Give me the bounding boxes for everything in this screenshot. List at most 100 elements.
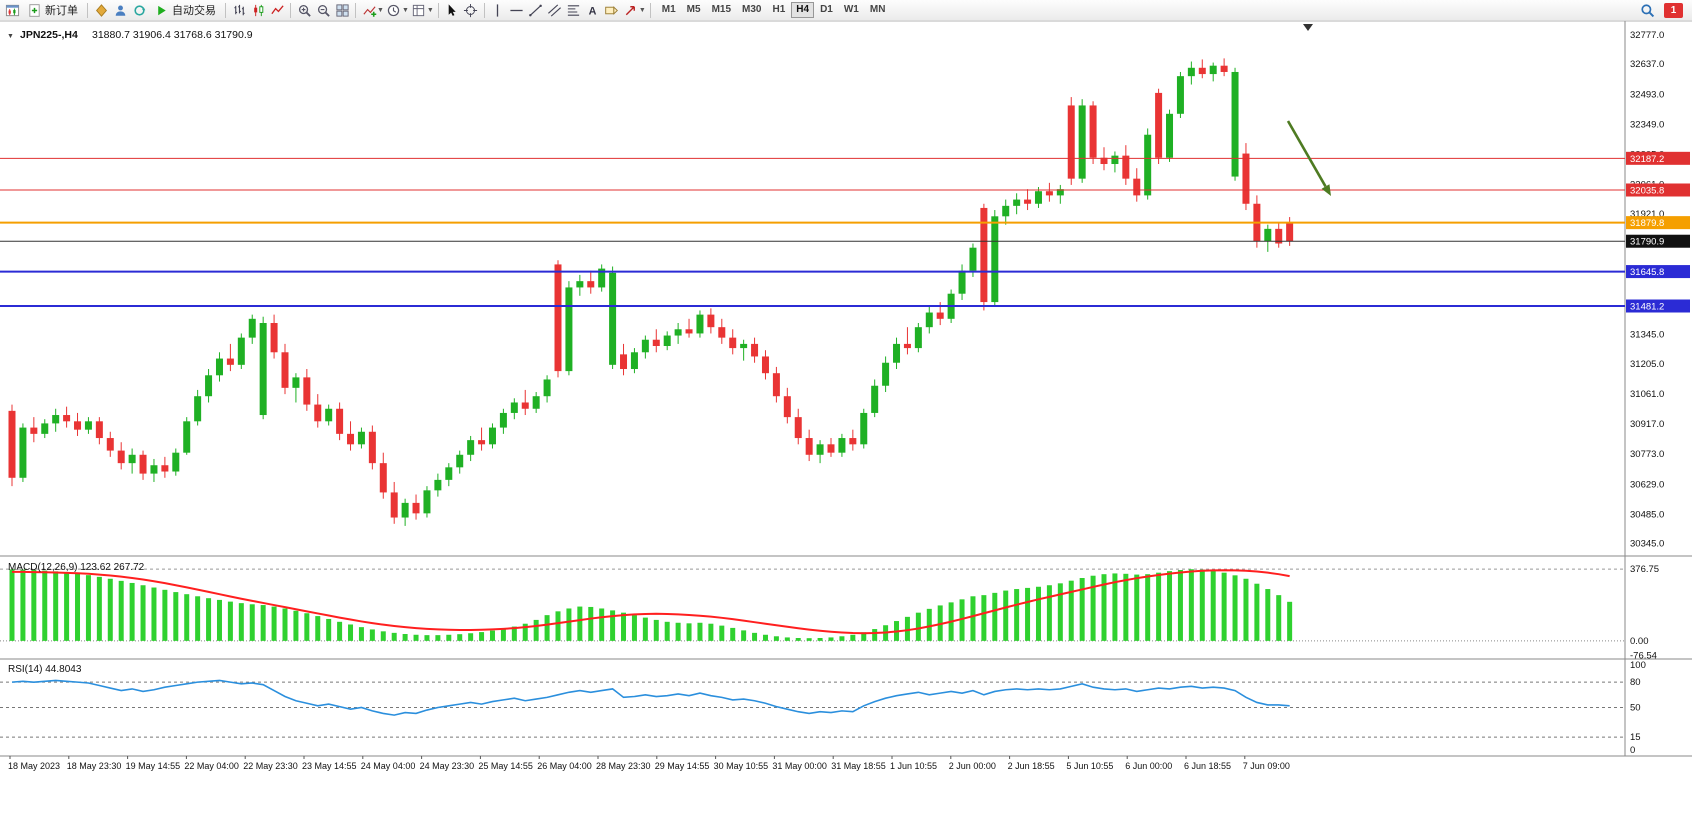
candle [576, 281, 584, 288]
line-chart-icon[interactable] [268, 1, 286, 19]
macd-histogram-bar [992, 592, 998, 641]
text-label-tool-icon[interactable] [603, 1, 621, 19]
rsi-tick-label: 15 [1630, 732, 1641, 743]
macd-histogram-bar [621, 612, 627, 641]
indicators-icon[interactable] [360, 1, 378, 19]
macd-histogram-bar [282, 608, 288, 641]
tile-windows-icon[interactable] [333, 1, 351, 19]
macd-histogram-bar [533, 619, 539, 641]
algo-trading-button[interactable]: 自动交易 [149, 1, 221, 19]
time-axis-label: 30 May 10:55 [714, 761, 769, 771]
chart-shift-marker[interactable] [1303, 24, 1313, 31]
trendline-tool-icon[interactable] [527, 1, 545, 19]
notification-badge[interactable]: 1 [1664, 2, 1683, 18]
algo-trading-label: 自动交易 [172, 5, 216, 17]
candle [259, 322, 267, 416]
periods-icon[interactable] [385, 1, 403, 19]
text-tool-icon[interactable]: A [584, 1, 602, 19]
timeframe-button-m1[interactable]: M1 [657, 2, 681, 18]
zoom-in-icon[interactable] [295, 1, 313, 19]
price-tick-label: 32493.0 [1630, 89, 1664, 100]
candle [674, 329, 682, 336]
macd-histogram-bar [446, 634, 452, 641]
chevron-down-icon[interactable]: ▼ [638, 6, 646, 14]
chart-background [0, 20, 1692, 838]
macd-histogram-bar [1210, 570, 1216, 641]
macd-histogram-bar [1287, 601, 1293, 641]
macd-histogram-bar [479, 632, 485, 641]
chevron-down-icon[interactable]: ▼ [426, 6, 434, 14]
favorites-icon[interactable] [92, 1, 110, 19]
horizontal-line-tool-icon[interactable] [508, 1, 526, 19]
macd-histogram-bar [1014, 589, 1020, 641]
candle [871, 385, 879, 413]
templates-icon[interactable] [410, 1, 428, 19]
bar-chart-icon[interactable] [230, 1, 248, 19]
crosshair-icon[interactable] [462, 1, 480, 19]
candle [620, 354, 628, 370]
macd-histogram-bar [184, 594, 190, 641]
arrows-tool-icon[interactable] [622, 1, 640, 19]
macd-histogram-bar [96, 576, 102, 641]
fibonacci-tool-icon[interactable] [565, 1, 583, 19]
candlestick-chart-icon[interactable] [249, 1, 267, 19]
candle [609, 272, 617, 365]
chevron-down-icon[interactable]: ▼ [377, 6, 384, 14]
macd-histogram-bar [861, 632, 867, 641]
zoom-out-icon[interactable] [314, 1, 332, 19]
candle [292, 377, 300, 388]
chart-window[interactable]: 32777.032637.032493.032349.032205.032061… [0, 20, 1692, 838]
arrow-annotation[interactable] [1286, 120, 1327, 188]
candle [510, 402, 518, 413]
new-order-button[interactable]: 新订单 [22, 1, 83, 19]
search-icon[interactable] [1638, 1, 1656, 19]
new-chart-icon[interactable] [3, 1, 21, 19]
candle [30, 427, 38, 434]
candle [401, 502, 409, 518]
macd-histogram-bar [544, 615, 550, 641]
candle [849, 438, 857, 445]
data-refresh-icon[interactable] [130, 1, 148, 19]
timeframe-button-m15[interactable]: M15 [707, 2, 736, 18]
candle [652, 339, 660, 347]
candle [554, 264, 562, 372]
profiles-icon[interactable] [111, 1, 129, 19]
macd-histogram-bar [468, 633, 474, 641]
candle [565, 287, 573, 372]
candle [958, 270, 966, 294]
timeframe-button-h1[interactable]: H1 [767, 2, 790, 18]
price-chart[interactable]: 32777.032637.032493.032349.032205.032061… [0, 20, 1692, 838]
equidistant-channel-icon[interactable] [546, 1, 564, 19]
macd-histogram-bar [1232, 575, 1238, 641]
time-axis-label: 31 May 18:55 [831, 761, 886, 771]
vertical-line-tool-icon[interactable] [489, 1, 507, 19]
candle [52, 415, 60, 424]
timeframe-button-h4[interactable]: H4 [791, 2, 815, 18]
time-axis-label: 24 May 04:00 [361, 761, 416, 771]
macd-histogram-bar [1134, 574, 1140, 641]
arrow-annotation-head[interactable] [1321, 184, 1331, 196]
price-badge [1626, 216, 1690, 230]
candle [1198, 67, 1206, 75]
timeframe-button-mn[interactable]: MN [865, 2, 891, 18]
macd-histogram-bar [817, 638, 823, 641]
macd-histogram-bar [424, 635, 430, 641]
candle [783, 396, 791, 418]
candle [641, 339, 649, 353]
timeframe-button-m30[interactable]: M30 [737, 2, 766, 18]
timeframe-button-d1[interactable]: D1 [815, 2, 838, 18]
toolbar-separator [649, 2, 651, 18]
macd-histogram-bar [653, 619, 659, 641]
timeframe-button-w1[interactable]: W1 [839, 2, 864, 18]
timeframe-button-m5[interactable]: M5 [682, 2, 706, 18]
candle [729, 337, 737, 349]
cursor-icon[interactable] [443, 1, 461, 19]
chevron-down-icon[interactable]: ▼ [401, 6, 409, 14]
candle [412, 502, 420, 514]
macd-histogram-bar [1057, 583, 1063, 641]
collapse-triangle-icon: ▼ [7, 33, 14, 40]
macd-histogram-bar [730, 627, 736, 641]
price-badge [1626, 151, 1690, 165]
macd-histogram-bar [227, 601, 233, 641]
candle [368, 431, 376, 464]
